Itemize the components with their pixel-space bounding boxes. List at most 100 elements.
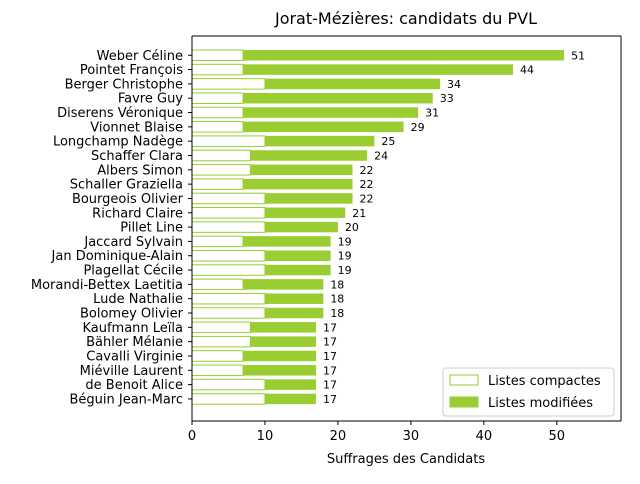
bar-listes-compactes-schaller-graziella xyxy=(191,178,244,190)
bar-listes-compactes-richard-claire xyxy=(191,207,266,219)
category-label-vionnet-blaise: Vionnet Blaise xyxy=(90,120,183,135)
category-label-berger-christophe: Berger Christophe xyxy=(65,77,183,92)
value-label-bolomey-olivier: 18 xyxy=(330,307,344,320)
bar-listes-compactes-morandi-bettex-laetitia xyxy=(191,278,244,291)
value-label-schaffer-clara: 24 xyxy=(374,149,388,162)
bar-listes-modifiees-kaufmann-leila xyxy=(250,322,317,333)
bar-listes-modifiees-schaller-graziella xyxy=(243,178,353,190)
value-label-lude-nathalie: 18 xyxy=(330,293,344,306)
x-tick-label: 0 xyxy=(188,429,196,444)
x-tick-label: 30 xyxy=(403,429,420,444)
category-label-kaufmann-leila: Kaufmann Leïla xyxy=(82,321,183,336)
category-label-pointet-francois: Pointet François xyxy=(80,63,183,78)
bar-listes-compactes-pillet-line xyxy=(191,221,266,233)
bar-listes-modifiees-beguin-jean-marc xyxy=(264,393,317,405)
category-label-cavalli-virginie: Cavalli Virginie xyxy=(86,349,183,364)
bar-listes-compactes-mieville-laurent xyxy=(191,364,244,377)
bar-listes-modifiees-vionnet-blaise xyxy=(243,121,404,133)
category-label-richard-claire: Richard Claire xyxy=(92,206,183,221)
bar-listes-compactes-jan-dominique-alain xyxy=(191,249,266,262)
category-label-jan-dominique-alain: Jan Dominique-Alain xyxy=(51,249,183,264)
bar-listes-modifiees-longchamp-nadege xyxy=(264,135,375,147)
bar-listes-compactes-weber-celine xyxy=(191,49,244,61)
x-axis-label: Suffrages des Candidats xyxy=(327,452,486,467)
category-label-beguin-jean-marc: Béguin Jean-Marc xyxy=(69,392,183,407)
category-label-pillet-line: Pillet Line xyxy=(120,221,183,236)
category-label-diserens-veronique: Diserens Véronique xyxy=(57,106,183,121)
bar-listes-modifiees-pillet-line xyxy=(264,221,338,233)
legend-label-listes-compactes: Listes compactes xyxy=(488,374,601,389)
category-label-albers-simon: Albers Simon xyxy=(97,163,183,178)
x-tick-label: 10 xyxy=(257,429,274,444)
bar-listes-modifiees-richard-claire xyxy=(264,207,346,219)
category-label-longchamp-nadege: Longchamp Nadège xyxy=(53,135,183,150)
bar-listes-compactes-cavalli-virginie xyxy=(191,350,244,362)
category-label-schaller-graziella: Schaller Graziella xyxy=(70,178,183,193)
value-label-albers-simon: 22 xyxy=(360,164,374,177)
bar-listes-modifiees-cavalli-virginie xyxy=(243,350,317,362)
x-tick-label: 40 xyxy=(476,429,493,444)
value-label-bahler-melanie: 17 xyxy=(323,336,337,349)
bar-listes-compactes-bolomey-olivier xyxy=(191,307,266,319)
value-label-longchamp-nadege: 25 xyxy=(381,135,395,148)
bar-listes-modifiees-pointet-francois xyxy=(243,64,514,75)
bar-listes-compactes-vionnet-blaise xyxy=(191,121,244,133)
bar-listes-modifiees-plagellat-cecile xyxy=(264,264,331,276)
value-label-jan-dominique-alain: 19 xyxy=(338,250,352,263)
x-axis-ticks: 0 10 20 30 40 50 xyxy=(188,421,565,444)
bar-listes-modifiees-bourgeois-olivier xyxy=(264,193,353,204)
value-label-jaccard-sylvain: 19 xyxy=(338,235,352,248)
bar-listes-compactes-bourgeois-olivier xyxy=(191,192,266,205)
category-label-jaccard-sylvain: Jaccard Sylvain xyxy=(83,235,183,250)
bar-listes-compactes-diserens-veronique xyxy=(191,106,244,119)
bar-listes-modifiees-weber-celine xyxy=(243,50,565,61)
bar-listes-modifiees-albers-simon xyxy=(250,164,353,176)
legend-label-listes-modifiees: Listes modifiées xyxy=(488,396,593,411)
legend: Listes compactes Listes modifiées xyxy=(442,367,615,417)
category-label-weber-celine: Weber Céline xyxy=(97,49,183,64)
legend-swatch-listes-modifiees xyxy=(449,396,479,408)
category-label-mieville-laurent: Miéville Laurent xyxy=(80,364,183,379)
category-label-schaffer-clara: Schaffer Clara xyxy=(91,149,183,164)
bar-listes-modifiees-bolomey-olivier xyxy=(264,307,324,319)
value-label-morandi-bettex-laetitia: 18 xyxy=(330,278,344,291)
legend-swatch-listes-compactes xyxy=(449,374,479,386)
bar-listes-modifiees-morandi-bettex-laetitia xyxy=(243,279,324,290)
bar-listes-compactes-longchamp-nadege xyxy=(191,135,266,147)
bars-layer xyxy=(191,49,565,405)
category-label-de-benoit-alice: de Benoit Alice xyxy=(85,378,183,393)
category-label-bahler-melanie: Bähler Mélanie xyxy=(86,335,183,350)
bar-listes-compactes-berger-christophe xyxy=(191,78,266,90)
value-label-favre-guy: 33 xyxy=(440,92,454,105)
value-label-beguin-jean-marc: 17 xyxy=(323,393,337,406)
bar-listes-compactes-beguin-jean-marc xyxy=(191,393,266,405)
bar-listes-modifiees-schaffer-clara xyxy=(250,150,368,161)
bar-listes-modifiees-mieville-laurent xyxy=(243,365,317,376)
bar-listes-modifiees-bahler-melanie xyxy=(250,336,317,347)
x-tick-label: 20 xyxy=(330,429,347,444)
bar-listes-modifiees-berger-christophe xyxy=(264,78,441,90)
value-label-de-benoit-alice: 17 xyxy=(323,379,337,392)
value-label-vionnet-blaise: 29 xyxy=(411,121,425,134)
bar-listes-modifiees-lude-nathalie xyxy=(264,293,324,304)
value-label-plagellat-cecile: 19 xyxy=(338,264,352,277)
value-label-kaufmann-leila: 17 xyxy=(323,321,337,334)
category-label-favre-guy: Favre Guy xyxy=(118,92,183,107)
value-labels: 5144343331292524222222212019191918181817… xyxy=(323,49,585,406)
legend-frame xyxy=(442,367,615,417)
bar-listes-compactes-de-benoit-alice xyxy=(191,378,266,391)
bar-listes-compactes-lude-nathalie xyxy=(191,292,266,305)
value-label-pillet-line: 20 xyxy=(345,221,359,234)
bar-listes-compactes-bahler-melanie xyxy=(191,335,251,348)
category-label-lude-nathalie: Lude Nathalie xyxy=(93,292,183,307)
bar-listes-compactes-kaufmann-leila xyxy=(191,321,251,334)
value-label-berger-christophe: 34 xyxy=(447,78,461,91)
bar-listes-modifiees-jaccard-sylvain xyxy=(243,236,331,247)
value-label-richard-claire: 21 xyxy=(352,207,366,220)
category-label-morandi-bettex-laetitia: Morandi-Bettex Laetitia xyxy=(31,278,183,293)
value-label-pointet-francois: 44 xyxy=(520,64,534,77)
bar-listes-modifiees-diserens-veronique xyxy=(243,107,419,118)
